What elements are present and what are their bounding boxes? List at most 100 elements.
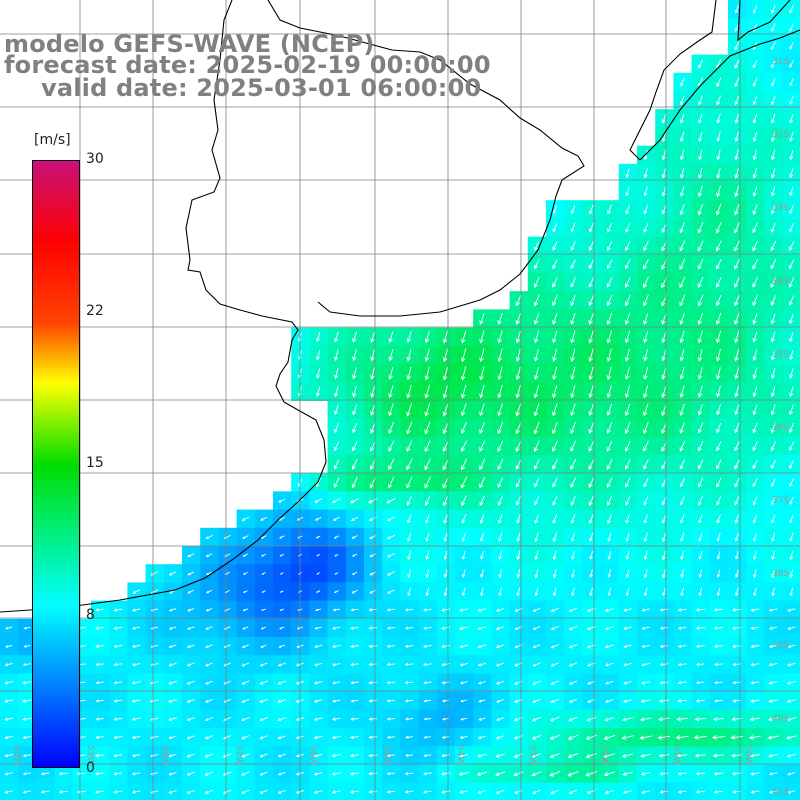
wind-arrow (479, 384, 485, 399)
wind-arrow (534, 532, 539, 543)
wind-arrow (404, 662, 414, 667)
wind-arrow (788, 295, 795, 306)
wind-arrow (768, 644, 778, 649)
wind-arrow (4, 754, 13, 758)
wind-arrow (350, 626, 359, 630)
wind-arrow (95, 608, 105, 612)
wind-arrow (349, 771, 360, 776)
wind-arrow (734, 330, 740, 344)
wind-arrow (570, 259, 576, 270)
wind-arrow (715, 294, 722, 307)
wind-arrow (222, 771, 232, 776)
wind-arrow (332, 516, 340, 521)
wind-arrow (734, 587, 739, 597)
wind-arrow (679, 367, 685, 380)
wind-arrow (680, 569, 684, 579)
wind-arrow (658, 699, 669, 703)
wind-arrow (332, 608, 340, 612)
wind-arrow (113, 681, 123, 685)
wind-arrow (277, 771, 286, 776)
wind-arrow (279, 572, 284, 575)
wind-arrow (515, 294, 522, 307)
wind-arrow (407, 514, 412, 524)
lagoon-outline (639, 29, 800, 161)
wind-arrow (698, 532, 703, 542)
wind-arrow (752, 277, 759, 288)
wind-arrow (368, 626, 377, 630)
wind-arrow (661, 331, 667, 344)
wind-arrow (259, 753, 268, 758)
wind-arrow (716, 185, 721, 198)
wind-arrow (459, 753, 469, 758)
wind-arrow (588, 241, 594, 251)
wind-arrow (425, 587, 430, 597)
wind-arrow (422, 790, 432, 794)
wind-arrow (277, 735, 286, 740)
wind-arrow (714, 681, 723, 685)
wind-arrow (734, 459, 740, 470)
wind-arrow (697, 240, 704, 252)
wind-arrow (752, 167, 758, 179)
wind-arrow (94, 626, 105, 630)
wind-arrow (313, 699, 323, 703)
wind-arrow (533, 330, 539, 344)
wind-arrow (697, 276, 704, 289)
wind-arrow (716, 459, 722, 470)
wind-arrow (259, 698, 268, 703)
wind-arrow (715, 277, 722, 288)
wind-arrow (625, 569, 630, 579)
wind-arrow (261, 572, 266, 575)
wind-arrow (334, 423, 339, 434)
wind-arrow (770, 186, 776, 197)
wind-arrow (40, 790, 50, 794)
wind-arrow (571, 550, 575, 561)
wind-arrow (386, 534, 396, 540)
wind-arrow (440, 608, 450, 612)
wind-arrow (534, 496, 540, 506)
wind-arrow (168, 790, 177, 794)
wind-arrow (205, 534, 213, 539)
wind-arrow (405, 753, 413, 758)
wind-arrow (768, 790, 778, 794)
wind-arrow (750, 681, 760, 685)
wind-arrow (787, 608, 796, 612)
wind-arrow (205, 644, 213, 649)
wind-arrow (607, 204, 612, 215)
wind-arrow (679, 186, 685, 197)
wind-arrow (534, 568, 539, 579)
wind-arrow (113, 608, 123, 612)
wind-arrow (168, 753, 177, 758)
wind-arrow (604, 662, 614, 667)
wind-arrow (334, 553, 339, 557)
wind-arrow (605, 680, 614, 685)
wind-arrow (167, 699, 178, 703)
wind-arrow (643, 459, 649, 470)
wind-arrow (513, 771, 524, 777)
wind-arrow (314, 498, 323, 503)
wind-arrow (552, 385, 558, 399)
wind-arrow (770, 313, 776, 325)
wind-arrow (662, 568, 666, 579)
wind-arrow (734, 277, 740, 288)
wind-arrow (260, 535, 267, 539)
wind-arrow (752, 441, 758, 452)
wind-arrow (661, 113, 667, 124)
wind-arrow (532, 662, 541, 667)
wind-arrow (752, 514, 758, 524)
wind-arrow (168, 771, 177, 776)
wind-arrow (552, 568, 557, 579)
wind-arrow (789, 569, 794, 579)
wind-arrow (679, 240, 686, 252)
wind-arrow (588, 366, 594, 381)
wind-arrow (624, 348, 630, 362)
wind-arrow (422, 772, 432, 776)
wind-arrow (568, 698, 578, 703)
wind-arrow (679, 440, 686, 452)
wind-arrow (277, 717, 287, 722)
wind-arrow (533, 348, 539, 362)
wind-arrow (95, 681, 104, 685)
wind-arrow (497, 440, 504, 453)
wind-arrow (679, 403, 685, 416)
wind-arrow (131, 626, 141, 630)
